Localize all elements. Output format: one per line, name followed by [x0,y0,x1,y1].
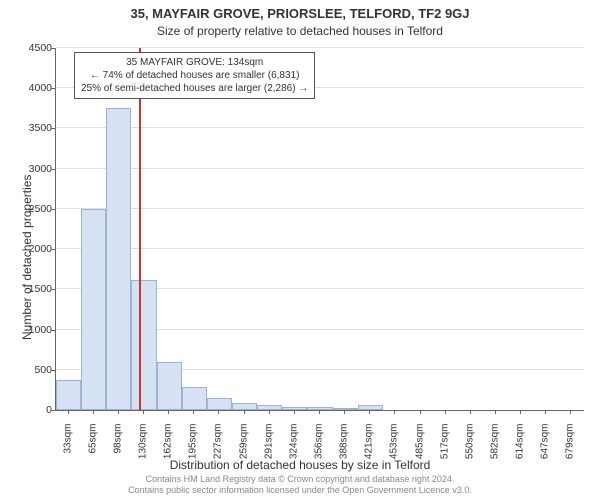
y-tick-label: 3000 [12,163,52,175]
x-tick [218,410,219,414]
bars [56,48,584,410]
x-tick [344,410,345,414]
chart-container: 35, MAYFAIR GROVE, PRIORSLEE, TELFORD, T… [0,0,600,500]
x-tick [545,410,546,414]
y-axis-label: Number of detached properties [20,175,34,340]
annotation-line: 35 MAYFAIR GROVE: 134sqm [81,56,308,69]
x-tick [445,410,446,414]
bar [207,398,232,410]
x-tick [168,410,169,414]
x-tick [193,410,194,414]
annotation-box: 35 MAYFAIR GROVE: 134sqm← 74% of detache… [74,52,315,99]
chart-title: 35, MAYFAIR GROVE, PRIORSLEE, TELFORD, T… [0,6,600,21]
footer-text: Contains HM Land Registry data © Crown c… [0,474,600,496]
x-tick [93,410,94,414]
x-tick [420,410,421,414]
x-tick [520,410,521,414]
x-tick [269,410,270,414]
y-tick-label: 1000 [12,324,52,336]
footer-line2: Contains public sector information licen… [128,485,472,495]
x-tick [244,410,245,414]
y-tick-label: 2000 [12,243,52,255]
x-tick [369,410,370,414]
x-tick [570,410,571,414]
x-tick [495,410,496,414]
y-tick-label: 4000 [12,82,52,94]
y-tick-label: 500 [12,364,52,376]
x-axis-label: Distribution of detached houses by size … [0,458,600,472]
marker-line [139,48,141,410]
x-tick [319,410,320,414]
bar [131,280,156,410]
bar [81,209,106,410]
y-tick-label: 1500 [12,283,52,295]
bar [56,380,81,410]
bar [257,405,282,410]
annotation-line: ← 74% of detached houses are smaller (6,… [81,69,308,82]
x-tick [68,410,69,414]
bar [182,387,207,410]
y-tick-label: 0 [12,404,52,416]
x-tick [394,410,395,414]
plot-area: 35 MAYFAIR GROVE: 134sqm← 74% of detache… [55,48,584,411]
bar [282,407,307,410]
y-tick-label: 4500 [12,42,52,54]
x-tick [143,410,144,414]
x-tick [470,410,471,414]
x-tick [118,410,119,414]
chart-subtitle: Size of property relative to detached ho… [0,24,600,38]
y-tick-label: 2500 [12,203,52,215]
bar [106,108,131,410]
bar [232,403,257,410]
y-tick-label: 3500 [12,122,52,134]
footer-line1: Contains HM Land Registry data © Crown c… [146,474,455,484]
x-tick [294,410,295,414]
annotation-line: 25% of semi-detached houses are larger (… [81,82,308,95]
bar [157,362,182,410]
